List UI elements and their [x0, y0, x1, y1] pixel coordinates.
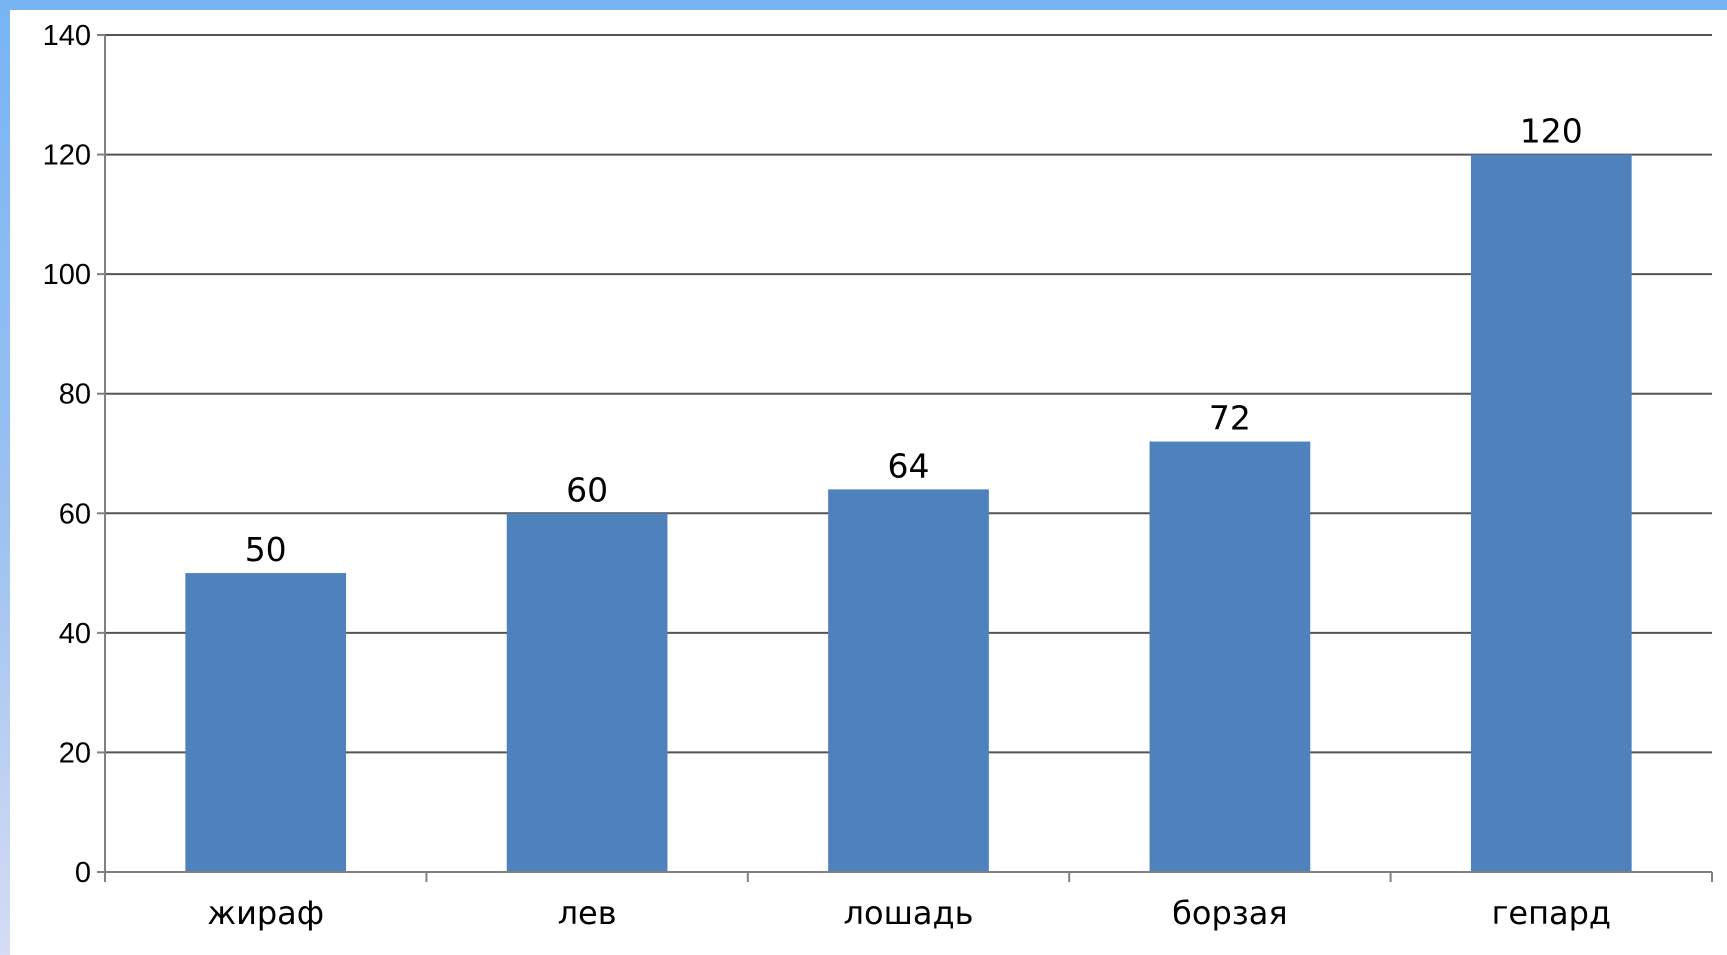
bar-1	[185, 573, 347, 872]
ytick-label: 100	[43, 259, 91, 291]
bar-4	[1149, 441, 1311, 872]
bar-2	[506, 513, 668, 872]
bar-5	[1470, 154, 1632, 873]
ytick-label: 80	[59, 379, 91, 411]
ytick-label: 120	[43, 140, 91, 172]
bars	[185, 154, 1632, 873]
labels: 0 20 40 60 80 100 120 140 50 жираф 60 лев 64 лошадь 72…	[43, 20, 1611, 932]
xtick-label: лев	[558, 894, 617, 932]
xtick-label: жираф	[207, 894, 324, 932]
ytick-label: 60	[59, 498, 91, 530]
xtick-label: борзая	[1172, 894, 1288, 932]
xtick-label: гепард	[1492, 894, 1611, 932]
data-label: 50	[245, 530, 287, 569]
ytick-label: 40	[59, 618, 91, 650]
data-label: 64	[888, 446, 930, 485]
ytick-label: 20	[59, 737, 91, 769]
data-label: 72	[1209, 399, 1251, 438]
data-label: 120	[1520, 112, 1583, 151]
axes	[97, 34, 1713, 882]
ytick-label: 140	[43, 20, 91, 52]
bar-3	[828, 489, 989, 872]
data-label: 60	[566, 470, 608, 509]
xtick-label: лошадь	[844, 894, 974, 932]
ytick-label: 0	[75, 857, 91, 889]
